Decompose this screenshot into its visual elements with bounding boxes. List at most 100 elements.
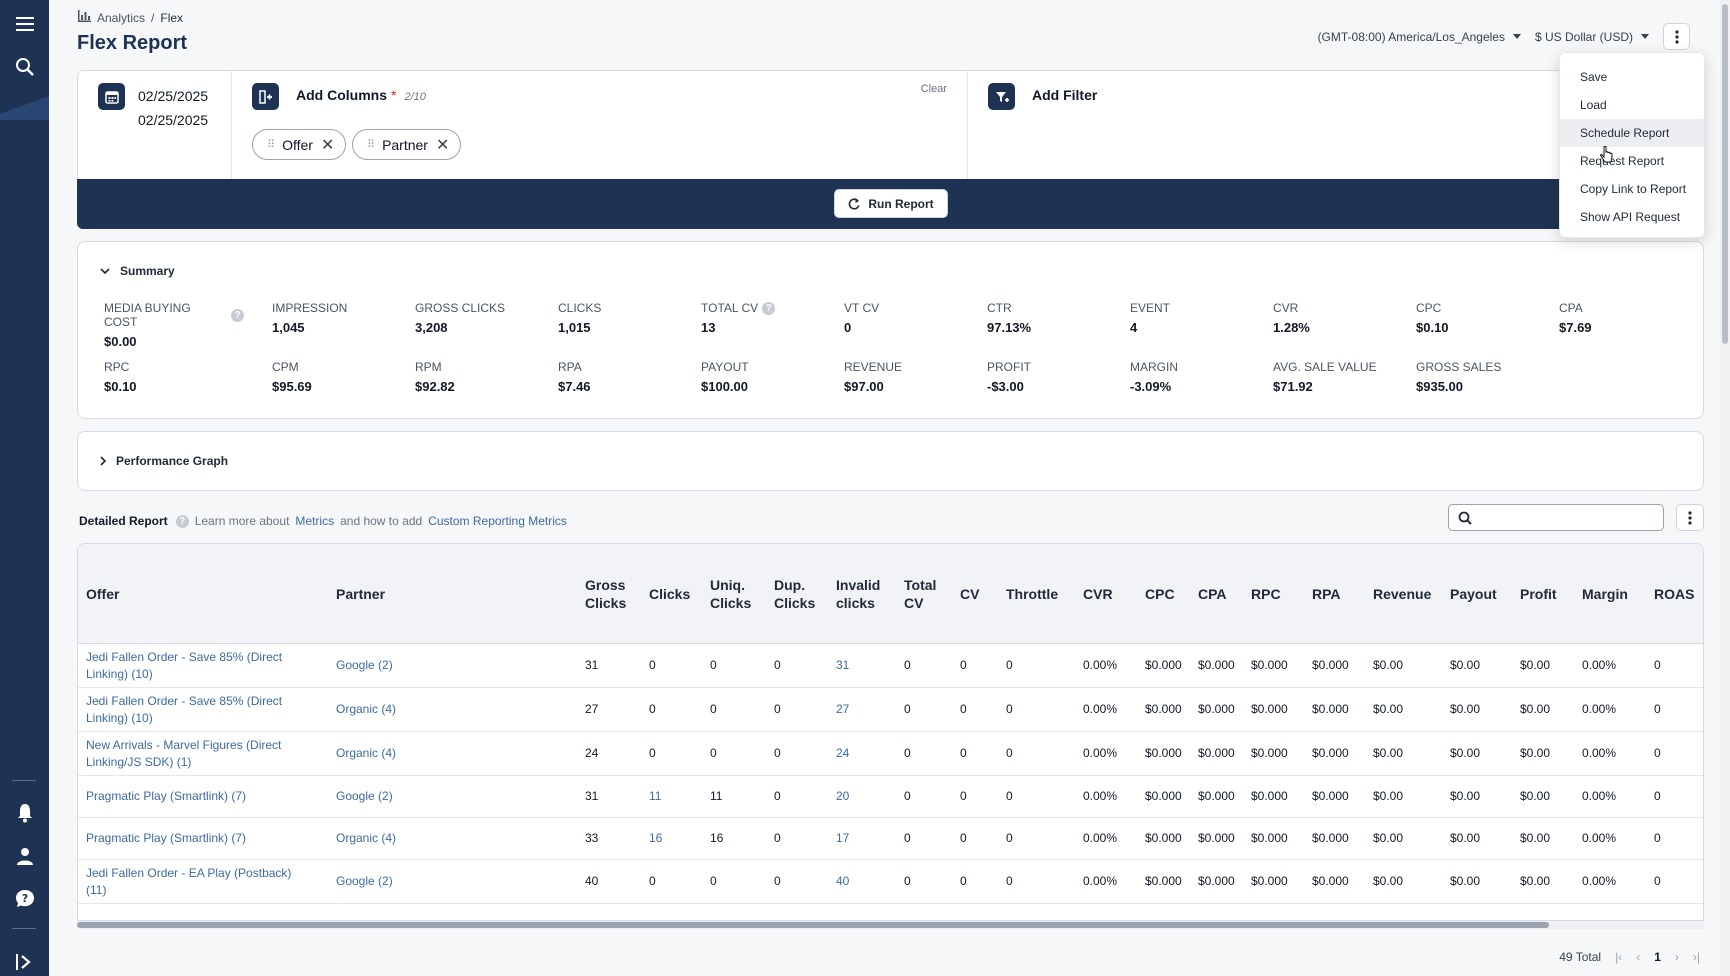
cell-cv: 0 (960, 831, 967, 845)
column-header-roas[interactable]: ROAS (1654, 586, 1695, 602)
currency-select[interactable]: $ US Dollar (USD) (1535, 30, 1649, 44)
column-header-rpc[interactable]: RPC (1251, 586, 1281, 602)
column-header-dup-clicks[interactable]: Dup. Clicks (774, 577, 816, 611)
add-columns-icon[interactable] (252, 83, 279, 110)
timezone-select[interactable]: (GMT-08:00) America/Los_Angeles (1318, 30, 1521, 44)
cell-invalid-clicks[interactable]: 40 (836, 874, 850, 888)
metrics-link[interactable]: Metrics (295, 514, 335, 528)
menu-item-request-report[interactable]: Request Report (1580, 154, 1665, 168)
report-options-button[interactable] (1663, 23, 1690, 50)
cell-offer[interactable]: Jedi Fallen Order - Save 85% (Direct Lin… (86, 693, 283, 725)
detailed-report-help: ? Learn more about Metrics and how to ad… (175, 514, 567, 528)
add-filter-icon[interactable] (988, 83, 1015, 110)
column-header-rpa[interactable]: RPA (1312, 586, 1341, 602)
help-icon[interactable]: ? (12, 886, 37, 911)
column-header-cvr[interactable]: CVR (1083, 586, 1113, 602)
metric-value: -$3.00 (987, 379, 1024, 394)
remove-chip-icon[interactable]: ✕ (435, 136, 450, 154)
clear-columns-button[interactable]: Clear (920, 83, 947, 95)
metric-label: CPC (1416, 301, 1556, 315)
first-page-icon[interactable]: |‹ (1615, 950, 1623, 964)
column-header-uniq-clicks[interactable]: Uniq. Clicks (710, 577, 752, 611)
cell-clicks[interactable]: 11 (649, 789, 662, 803)
column-header-clicks[interactable]: Clicks (649, 586, 691, 602)
add-filter-button[interactable]: Add Filter (1032, 87, 1098, 103)
summary-metric: CLICKS 1,015 (558, 301, 698, 335)
column-header-cv[interactable]: CV (960, 586, 980, 602)
breadcrumb-analytics[interactable]: Analytics (97, 10, 146, 25)
column-header-throttle[interactable]: Throttle (1006, 586, 1059, 602)
next-page-icon[interactable]: › (1674, 950, 1679, 964)
column-chip-offer[interactable]: ⠿ Offer ✕ (252, 129, 347, 160)
menu-item-load[interactable]: Load (1580, 98, 1607, 112)
performance-graph-toggle[interactable]: Performance Graph (100, 454, 228, 468)
cell-clicks[interactable]: 16 (649, 831, 663, 845)
prev-page-icon[interactable]: ‹ (1636, 950, 1641, 964)
drag-handle-icon[interactable]: ⠿ (267, 139, 275, 151)
column-header-gross-clicks[interactable]: Gross Clicks (585, 577, 627, 611)
cell-partner[interactable]: Organic (4) (336, 746, 397, 760)
help-icon[interactable]: ? (762, 301, 776, 315)
cell-offer[interactable]: Jedi Fallen Order - EA Play (Postback) (… (86, 865, 292, 897)
expand-sidebar-icon[interactable] (12, 949, 37, 974)
last-page-icon[interactable]: ›| (1692, 950, 1700, 964)
hamburger-icon[interactable] (12, 11, 37, 36)
column-header-invalid-clicks[interactable]: Invalid clicks (836, 577, 881, 611)
search-input[interactable] (1479, 505, 1659, 530)
menu-item-copy-link[interactable]: Copy Link to Report (1580, 182, 1687, 196)
remove-chip-icon[interactable]: ✕ (320, 136, 335, 154)
scrollbar-thumb[interactable] (1722, 4, 1728, 344)
menu-item-schedule-report[interactable]: Schedule Report (1560, 119, 1704, 147)
date-range-picker[interactable]: 02/25/2025 02/25/2025 (78, 71, 232, 181)
column-header-partner[interactable]: Partner (336, 586, 386, 602)
user-icon[interactable] (12, 843, 37, 868)
cell-gross-clicks: 33 (585, 831, 599, 845)
metric-label: CPM (272, 360, 412, 374)
column-chip-partner[interactable]: ⠿ Partner ✕ (352, 129, 462, 160)
cell-invalid-clicks[interactable]: 20 (836, 789, 850, 803)
menu-item-save[interactable]: Save (1580, 70, 1608, 84)
scrollbar-thumb[interactable] (77, 922, 1549, 928)
vertical-scrollbar[interactable] (1720, 0, 1730, 976)
add-columns-button[interactable]: Add Columns * 2/10 (296, 87, 426, 103)
help-icon[interactable]: ? (231, 308, 244, 322)
column-header-total-cv[interactable]: Total CV (904, 577, 937, 611)
cell-invalid-clicks[interactable]: 31 (836, 658, 850, 672)
cell-offer[interactable]: Jedi Fallen Order - Save 85% (Direct Lin… (86, 649, 283, 681)
metric-label: EVENT (1130, 301, 1270, 315)
cell-offer[interactable]: Pragmatic Play (Smartlink) (7) (86, 789, 247, 803)
menu-item-show-api-request[interactable]: Show API Request (1580, 210, 1681, 224)
cell-partner[interactable]: Google (2) (336, 789, 393, 803)
cell-offer[interactable]: Pragmatic Play (Smartlink) (7) (86, 831, 247, 845)
cell-roas: 0 (1654, 702, 1661, 716)
table-options-button[interactable] (1676, 504, 1704, 531)
bell-icon[interactable] (12, 800, 37, 825)
run-report-button[interactable]: Run Report (834, 189, 948, 218)
column-header-offer[interactable]: Offer (86, 586, 120, 602)
cell-partner[interactable]: Organic (4) (336, 702, 397, 716)
cell-invalid-clicks[interactable]: 17 (836, 831, 850, 845)
column-header-payout[interactable]: Payout (1450, 586, 1497, 602)
search-icon[interactable] (12, 54, 37, 79)
cell-partner[interactable]: Google (2) (336, 658, 393, 672)
column-header-revenue[interactable]: Revenue (1373, 586, 1432, 602)
custom-metrics-link[interactable]: Custom Reporting Metrics (428, 514, 567, 528)
column-header-profit[interactable]: Profit (1520, 586, 1557, 602)
cell-partner[interactable]: Google (2) (336, 874, 393, 888)
column-header-margin[interactable]: Margin (1582, 586, 1628, 602)
drag-handle-icon[interactable]: ⠿ (367, 139, 375, 151)
metric-value: -3.09% (1130, 379, 1172, 394)
detailed-report-header: Detailed Report ? Learn more about Metri… (79, 514, 567, 528)
sidebar-accent (0, 90, 49, 120)
cell-invalid-clicks[interactable]: 27 (836, 702, 850, 716)
column-header-cpc[interactable]: CPC (1145, 586, 1175, 602)
cell-dup-clicks: 0 (774, 658, 781, 672)
current-page[interactable]: 1 (1654, 950, 1661, 964)
cell-invalid-clicks[interactable]: 24 (836, 746, 850, 760)
metric-value: 1,015 (558, 320, 591, 335)
horizontal-scrollbar[interactable] (77, 921, 1704, 929)
summary-toggle[interactable]: Summary (100, 264, 175, 278)
cell-partner[interactable]: Organic (4) (336, 831, 397, 845)
cell-offer[interactable]: New Arrivals - Marvel Figures (Direct Li… (86, 737, 282, 769)
column-header-cpa[interactable]: CPA (1198, 586, 1227, 602)
